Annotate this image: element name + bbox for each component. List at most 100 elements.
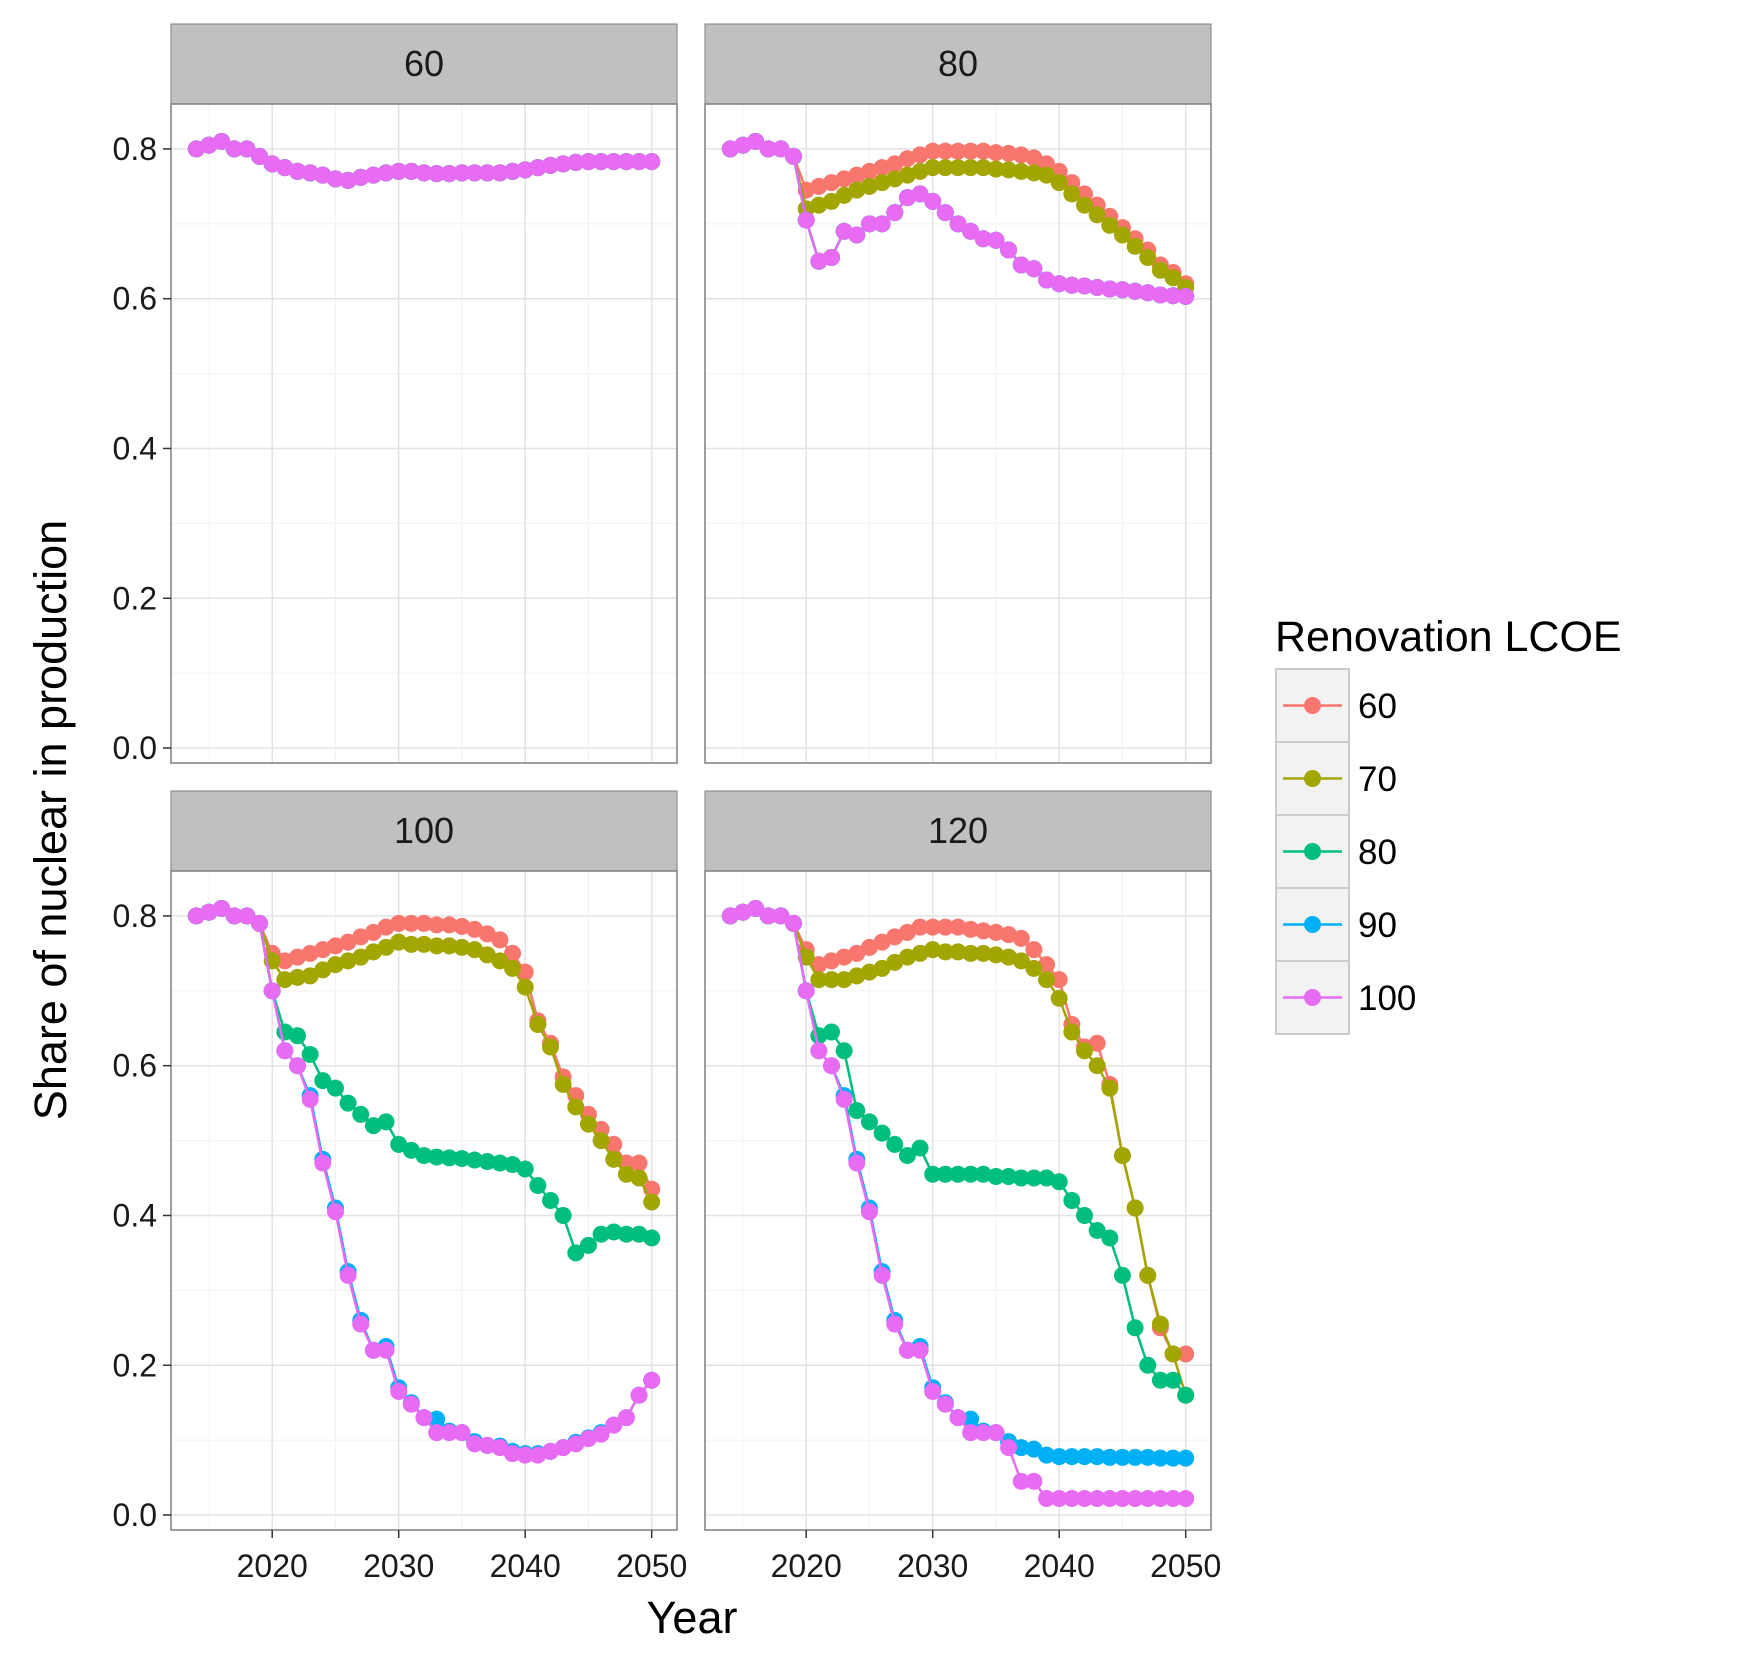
data-point	[213, 899, 231, 917]
data-point	[848, 226, 866, 244]
data-point	[579, 1236, 597, 1254]
data-point	[225, 907, 243, 925]
data-point	[810, 971, 828, 989]
data-point	[1025, 959, 1043, 977]
data-point	[592, 1225, 610, 1243]
data-point	[911, 918, 929, 936]
y-tick-label: 0.2	[113, 1347, 157, 1383]
facet-panel-60: 60 0.0 0.2 0.4 0.6 0.8	[113, 23, 678, 766]
legend-key-point	[1304, 989, 1321, 1006]
data-point	[504, 944, 522, 962]
data-point	[415, 1147, 433, 1165]
data-point	[962, 944, 980, 962]
data-point	[592, 153, 610, 171]
legend-item-70: 70	[1275, 741, 1397, 816]
data-point	[301, 967, 319, 985]
data-point	[289, 162, 306, 180]
data-point	[238, 907, 256, 925]
data-point	[962, 1410, 980, 1428]
data-point	[1164, 1345, 1182, 1363]
data-point	[567, 1244, 585, 1262]
data-point	[1025, 941, 1043, 959]
data-point	[987, 144, 1005, 162]
series-100	[721, 132, 1195, 305]
x-tick-label: 2030	[897, 1548, 968, 1584]
data-point	[1012, 929, 1030, 947]
data-point	[1139, 284, 1157, 302]
data-point	[974, 1165, 992, 1183]
x-axis-title: Year	[647, 1592, 738, 1643]
data-point	[440, 165, 458, 183]
legend-item-60: 60	[1275, 668, 1397, 743]
data-point	[567, 1098, 585, 1116]
data-point	[949, 215, 967, 233]
data-point	[823, 192, 840, 210]
data-point	[886, 1135, 904, 1153]
data-point	[772, 907, 790, 925]
data-point	[516, 161, 534, 179]
x-tick-label: 2040	[1024, 1548, 1095, 1584]
data-point	[301, 1090, 319, 1108]
data-point	[823, 1023, 840, 1041]
data-point	[339, 1094, 357, 1112]
data-point	[504, 162, 522, 180]
data-point	[402, 935, 420, 953]
data-point	[1164, 1371, 1182, 1389]
data-point	[1050, 1490, 1068, 1508]
data-point	[529, 1016, 547, 1034]
y-tick-label: 0.8	[113, 131, 157, 167]
panel-border	[704, 103, 1212, 764]
data-point	[1126, 1319, 1144, 1337]
legend-title: Renovation LCOE	[1275, 613, 1622, 661]
data-point	[873, 959, 891, 977]
data-point	[592, 1425, 610, 1443]
data-point	[491, 931, 509, 949]
data-point	[1063, 1023, 1081, 1041]
data-point	[1101, 1079, 1119, 1097]
data-point	[1139, 1266, 1157, 1284]
data-point	[772, 140, 790, 158]
legend-label: 100	[1358, 979, 1416, 1018]
data-point	[1139, 1356, 1157, 1374]
data-point	[936, 943, 954, 961]
data-point	[579, 153, 597, 171]
data-point	[1126, 1199, 1144, 1217]
legend-label: 60	[1358, 687, 1397, 726]
data-point	[1063, 1448, 1081, 1466]
data-point	[974, 922, 992, 940]
data-point	[1038, 971, 1056, 989]
data-point	[314, 1154, 332, 1172]
data-point	[936, 204, 954, 222]
data-point	[886, 1315, 904, 1333]
data-point	[1164, 287, 1182, 305]
legend-item-90: 90	[1275, 887, 1397, 962]
data-point	[785, 147, 803, 165]
data-point	[974, 142, 992, 160]
data-point	[1164, 1449, 1182, 1467]
facet-panel-80: 80	[704, 23, 1212, 764]
data-point	[1076, 1448, 1093, 1466]
data-point	[643, 1371, 661, 1389]
data-point	[364, 1341, 382, 1359]
data-point	[326, 1203, 344, 1221]
facet-panel-120: 120 2020 2030 2040 2050	[704, 790, 1221, 1584]
series-100	[721, 899, 1195, 1508]
data-point	[835, 1090, 853, 1108]
data-point	[936, 1395, 954, 1413]
data-point	[1177, 1345, 1195, 1363]
data-point	[554, 1206, 572, 1224]
data-point	[276, 1042, 294, 1060]
data-point	[1025, 1472, 1043, 1490]
data-point	[364, 166, 382, 184]
data-point	[974, 944, 992, 962]
data-point	[1063, 1490, 1081, 1508]
data-point	[1113, 1266, 1131, 1284]
data-point	[415, 914, 433, 932]
data-point	[440, 937, 458, 955]
data-point	[453, 938, 471, 956]
data-point	[1101, 1490, 1119, 1508]
data-point	[1177, 287, 1195, 305]
data-point	[428, 1410, 446, 1428]
data-point	[630, 1154, 648, 1172]
data-point	[377, 1341, 395, 1359]
